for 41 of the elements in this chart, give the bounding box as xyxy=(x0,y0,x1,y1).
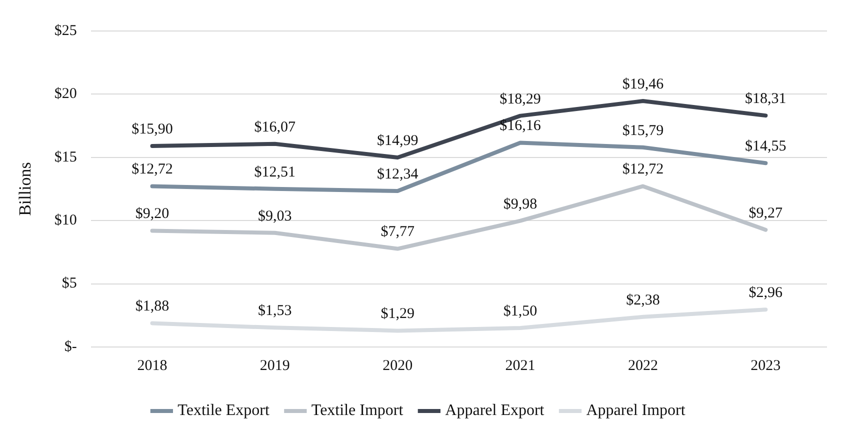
y-tick-label: $10 xyxy=(54,212,77,229)
data-label: $2,38 xyxy=(626,292,660,308)
y-tick-label: $5 xyxy=(62,276,77,292)
y-tick-label: $15 xyxy=(54,149,77,166)
legend-label: Textile Export xyxy=(178,402,270,420)
y-tick-label: $25 xyxy=(54,22,77,39)
data-label: $2,96 xyxy=(748,285,784,302)
data-label: $12,51 xyxy=(254,164,296,180)
data-label: $14,55 xyxy=(745,138,786,155)
y-tick-label: $20 xyxy=(54,86,77,102)
x-tick-label: 2018 xyxy=(137,358,168,374)
data-label: $15,90 xyxy=(132,121,173,138)
data-label: $18,29 xyxy=(500,91,541,108)
data-label: $9,03 xyxy=(258,208,292,224)
x-tick-label: 2020 xyxy=(382,358,413,374)
y-tick-label: $- xyxy=(64,338,77,355)
data-label: $1,88 xyxy=(135,298,170,315)
data-label: $19,46 xyxy=(622,76,664,92)
data-label: $12,34 xyxy=(376,166,419,182)
data-label: $1,29 xyxy=(380,306,414,322)
y-axis-title: Billions xyxy=(16,162,35,216)
data-label: $16,07 xyxy=(254,119,296,136)
x-tick-label: 2019 xyxy=(260,358,290,374)
data-label: $12,72 xyxy=(132,162,173,178)
data-label: $12,72 xyxy=(622,162,664,178)
data-label: $15,79 xyxy=(622,122,664,139)
x-tick-label: 2021 xyxy=(505,358,536,374)
x-tick-label: 2022 xyxy=(628,358,658,374)
legend-label: Apparel Import xyxy=(586,402,686,420)
data-label: $1,53 xyxy=(258,303,292,320)
legend-label: Textile Import xyxy=(311,402,404,420)
data-label: $7,77 xyxy=(380,224,415,240)
data-label: $18,31 xyxy=(745,91,786,107)
legend-label: Apparel Export xyxy=(445,402,545,420)
data-label: $9,27 xyxy=(748,205,784,222)
x-tick-label: 2023 xyxy=(750,358,781,374)
data-label: $16,16 xyxy=(500,118,542,134)
data-label: $9,20 xyxy=(135,206,170,222)
data-label: $9,98 xyxy=(503,196,538,212)
data-label: $1,50 xyxy=(503,303,538,320)
data-label: $14,99 xyxy=(376,132,418,149)
